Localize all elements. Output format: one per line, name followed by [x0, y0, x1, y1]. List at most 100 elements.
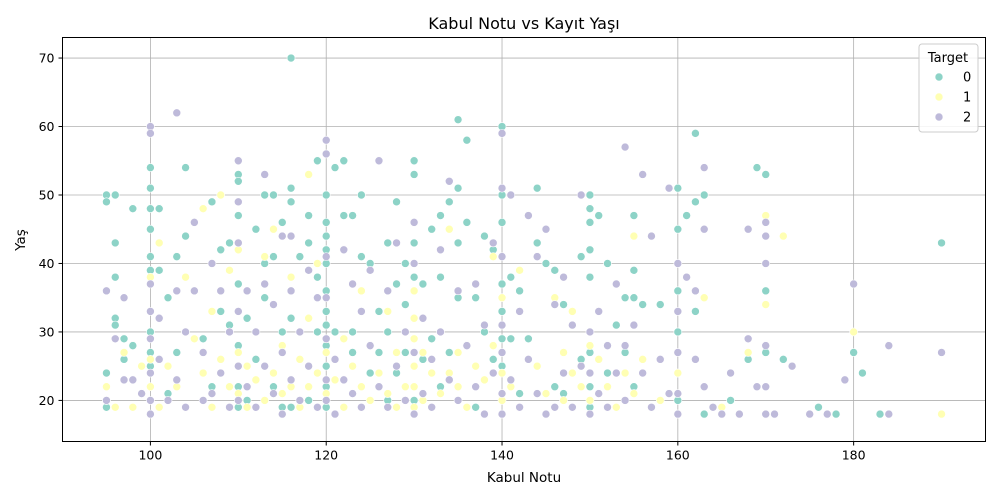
data-point	[198, 368, 208, 378]
data-point	[576, 190, 586, 200]
data-point	[814, 402, 823, 412]
data-point	[119, 348, 129, 357]
data-point	[515, 307, 524, 316]
data-point	[691, 129, 700, 138]
data-point	[541, 224, 551, 234]
data-point	[269, 252, 278, 261]
data-point	[225, 402, 234, 412]
legend-marker	[934, 72, 944, 82]
data-point	[269, 190, 278, 200]
data-point	[110, 334, 120, 344]
data-point	[234, 279, 243, 289]
data-point	[251, 355, 261, 364]
data-point	[427, 402, 437, 412]
data-point	[603, 382, 612, 392]
data-point	[532, 183, 542, 193]
data-point	[304, 170, 313, 179]
data-point	[752, 382, 762, 392]
data-point	[770, 409, 779, 419]
data-point	[198, 334, 208, 344]
data-point	[321, 293, 331, 303]
data-point	[849, 279, 858, 289]
data-point	[743, 348, 753, 357]
data-point	[146, 204, 155, 213]
data-point	[497, 183, 507, 193]
data-point	[620, 368, 630, 378]
data-point	[286, 183, 296, 193]
data-point	[225, 238, 234, 248]
data-point	[471, 382, 480, 392]
data-point	[497, 293, 507, 303]
data-point	[146, 368, 155, 378]
data-point	[154, 204, 164, 213]
data-point	[321, 396, 331, 405]
data-point	[550, 382, 560, 392]
legend-marker	[934, 92, 944, 102]
data-point	[691, 197, 700, 207]
y-axis-label: Yaş	[13, 229, 29, 252]
data-point	[330, 327, 340, 337]
data-point	[365, 396, 375, 405]
data-point	[286, 375, 296, 385]
data-point	[172, 108, 182, 118]
data-point	[357, 252, 366, 261]
data-point	[321, 375, 331, 385]
data-point	[251, 327, 261, 337]
y-tick-label: 20	[39, 393, 55, 408]
data-point	[269, 368, 278, 378]
data-point	[137, 361, 146, 371]
data-point	[339, 245, 349, 255]
data-point	[488, 252, 498, 261]
data-point	[655, 355, 665, 364]
data-point	[673, 307, 683, 316]
data-point	[480, 409, 489, 419]
data-point	[286, 197, 296, 207]
data-point	[110, 402, 120, 412]
data-point	[629, 266, 639, 275]
legend-box	[918, 43, 979, 133]
data-point	[497, 409, 507, 419]
data-point	[110, 190, 120, 200]
data-point	[383, 389, 393, 398]
data-point	[471, 293, 480, 303]
data-point	[304, 238, 313, 248]
data-point	[365, 368, 375, 378]
data-point	[576, 252, 586, 261]
data-point	[488, 368, 498, 378]
data-point	[330, 375, 340, 385]
data-point	[286, 231, 296, 241]
data-point	[532, 238, 542, 248]
data-point	[559, 348, 568, 357]
data-point	[181, 402, 190, 412]
data-point	[682, 272, 691, 282]
data-point	[849, 348, 858, 357]
data-point	[304, 396, 313, 405]
data-point	[647, 402, 656, 412]
data-point	[216, 368, 226, 378]
data-point	[286, 313, 296, 323]
data-point	[585, 368, 595, 378]
legend-title: Target	[927, 51, 968, 66]
data-point	[497, 320, 507, 330]
data-point	[216, 355, 226, 364]
data-point	[110, 238, 120, 248]
data-point	[313, 293, 322, 303]
data-point	[286, 53, 296, 63]
data-point	[401, 327, 410, 337]
data-point	[462, 341, 472, 350]
data-point	[673, 224, 683, 234]
data-point	[409, 286, 419, 296]
data-point	[409, 409, 419, 419]
data-point	[594, 355, 604, 364]
y-tick-label: 50	[39, 187, 55, 202]
data-point	[427, 368, 437, 378]
data-points	[102, 53, 946, 419]
data-point	[506, 334, 516, 344]
data-point	[779, 355, 788, 364]
data-point	[603, 341, 612, 350]
data-point	[154, 355, 164, 364]
data-point	[374, 368, 384, 378]
data-point	[146, 307, 155, 316]
data-point	[383, 402, 393, 412]
